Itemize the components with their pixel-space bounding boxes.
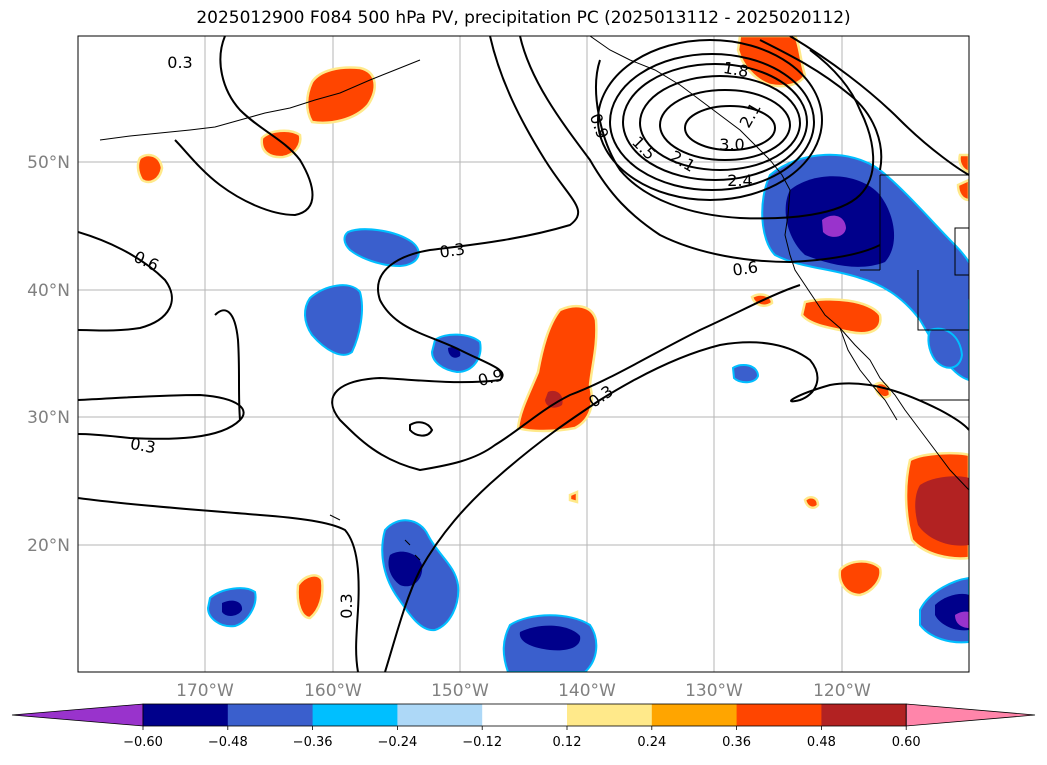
lon-tick-labels: 170°W 160°W 150°W 140°W 130°W 120°W — [176, 681, 871, 701]
lat-tick-label: 30°N — [27, 408, 70, 428]
contour-label: 0.6 — [131, 247, 162, 275]
negative-precip-anomalies — [206, 153, 969, 672]
colorbar: −0.60 −0.48 −0.36 −0.24 −0.12 0.12 0.24 0.36 0.4… — [11, 703, 1036, 750]
lon-tick-label: 170°W — [176, 681, 234, 701]
map-title: 2025012900 F084 500 hPa PV, precipitatio… — [196, 8, 851, 28]
colorbar-segment — [143, 704, 229, 726]
colorbar-extend-max — [905, 703, 1036, 727]
contour-label: 1.8 — [722, 58, 750, 81]
colorbar-tick-label: −0.60 — [123, 735, 163, 750]
colorbar-segment — [397, 704, 483, 726]
colorbar-tick-label: 0.24 — [637, 735, 666, 750]
contour-label: 0.3 — [337, 593, 356, 618]
colorbar-tick-label: 0.12 — [553, 735, 582, 750]
pv-contours — [78, 36, 969, 672]
colorbar-tick-label: 0.48 — [807, 735, 836, 750]
colorbar-tick-label: −0.36 — [293, 735, 333, 750]
lat-tick-label: 20°N — [27, 536, 70, 556]
colorbar-segment — [736, 704, 822, 726]
lat-tick-label: 50°N — [27, 153, 70, 173]
contour-label: 2.1 — [736, 99, 765, 131]
colorbar-tick-label: 0.36 — [722, 735, 751, 750]
colorbar-segment — [567, 704, 653, 726]
colorbar-segment — [482, 704, 568, 726]
contour-label: 1.5 — [628, 132, 659, 163]
colorbar-segment — [227, 704, 314, 726]
contour-label: 3.0 — [719, 135, 744, 154]
contour-label: 0.9 — [476, 365, 506, 390]
lon-tick-label: 140°W — [558, 681, 616, 701]
colorbar-tick-label: −0.24 — [377, 735, 417, 750]
colorbar-segment — [821, 704, 907, 726]
lat-tick-label: 40°N — [27, 281, 70, 301]
colorbar-outline — [142, 703, 907, 727]
positive-precip-anomalies — [136, 36, 969, 620]
coastlines — [99, 36, 969, 561]
lon-tick-label: 120°W — [813, 681, 871, 701]
colorbar-extend-min — [11, 703, 144, 727]
contour-label: 0.6 — [731, 257, 759, 279]
lon-tick-label: 130°W — [685, 681, 743, 701]
colorbar-tick-label: −0.12 — [462, 735, 502, 750]
lon-tick-label: 160°W — [304, 681, 362, 701]
plot-frame — [77, 35, 970, 673]
colorbar-segment — [312, 704, 398, 726]
gridlines — [78, 36, 969, 672]
contour-label: 0.9 — [586, 111, 613, 141]
contour-label: 2.1 — [667, 147, 699, 176]
contour-label: 2.4 — [727, 171, 752, 190]
contour-label: 0.3 — [129, 434, 157, 457]
contour-label: 0.3 — [438, 239, 466, 261]
lon-tick-label: 150°W — [431, 681, 489, 701]
contour-label: 0.3 — [167, 53, 192, 72]
colorbar-segment — [651, 704, 738, 726]
map-area: 0.3 0.6 0.3 0.3 0.9 0.3 0.3 0.9 1.5 2.1 … — [78, 36, 969, 672]
lat-tick-labels: 50°N 40°N 30°N 20°N — [27, 153, 70, 556]
colorbar-tick-label: −0.48 — [208, 735, 248, 750]
colorbar-tick-label: 0.60 — [892, 735, 921, 750]
